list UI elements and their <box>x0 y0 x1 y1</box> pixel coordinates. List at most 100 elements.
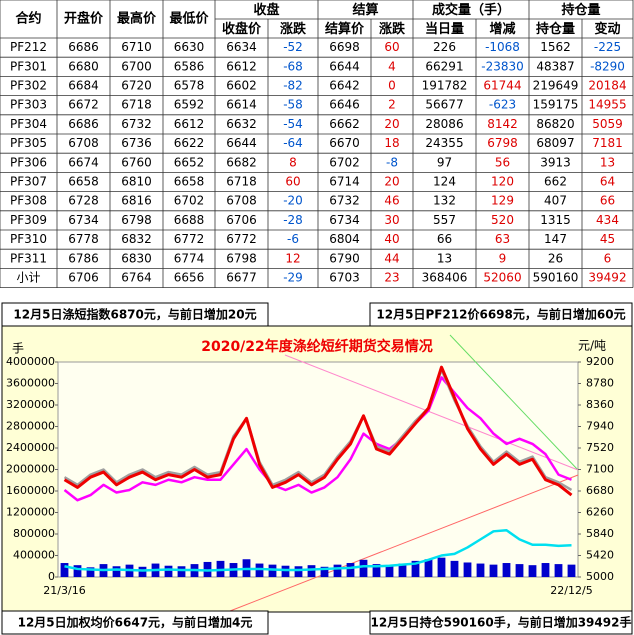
y-tick-label: 800000 <box>13 527 55 540</box>
table-cell: -82 <box>283 79 303 93</box>
y-tick-label: 400000 <box>13 549 55 562</box>
table-cell: -225 <box>594 40 621 54</box>
column-header: 开盘价 <box>64 11 104 27</box>
y2-axis-label: 元/吨 <box>578 339 606 353</box>
note: 12月5日PF212价6698元，与前日增加60元 <box>376 307 625 322</box>
table-cell: 6702 <box>174 194 205 208</box>
table-cell: 6816 <box>121 194 152 208</box>
table-cell: 63 <box>495 232 510 246</box>
trend-line <box>449 334 579 471</box>
table-cell: -6 <box>287 232 299 246</box>
table-cell: 147 <box>544 232 567 246</box>
table-cell: 6764 <box>121 271 152 285</box>
plot-area <box>57 361 579 578</box>
table-cell: 86820 <box>536 117 574 131</box>
note-box <box>1 610 269 635</box>
y2-tick-label: 7940 <box>586 420 614 433</box>
y2-tick-label: 5840 <box>586 527 614 540</box>
table-cell: 6772 <box>226 232 257 246</box>
note-box <box>369 610 633 635</box>
y2-tick-label: 9200 <box>586 355 614 368</box>
bar <box>567 564 576 577</box>
table-cell: 6710 <box>121 40 152 54</box>
table-cell: 124 <box>433 175 456 189</box>
table-cell: 6718 <box>226 175 257 189</box>
y2-tick-label: 8360 <box>586 398 614 411</box>
table-cell: 6684 <box>68 79 99 93</box>
table-cell: -64 <box>283 136 303 150</box>
column-header: 持仓量 <box>561 2 600 18</box>
bar <box>450 560 459 577</box>
table-cell: 52060 <box>483 271 521 285</box>
y-tick-label: 0 <box>48 570 55 583</box>
bar <box>333 564 342 577</box>
table-cell: 66291 <box>425 59 463 73</box>
table-cell: PF302 <box>10 79 47 93</box>
bar <box>398 563 407 577</box>
line <box>63 376 572 502</box>
table-cell: 0 <box>388 79 396 93</box>
table-cell: 6662 <box>329 117 360 131</box>
y2-tick-label: 6260 <box>586 506 614 519</box>
table-cell: 44 <box>384 251 399 265</box>
table-cell: 6798 <box>121 213 152 227</box>
table-cell: 6772 <box>174 232 205 246</box>
table-cell: 6706 <box>68 271 99 285</box>
table-cell: -623 <box>489 98 516 112</box>
table-cell: 6804 <box>329 232 360 246</box>
table-cell: 6760 <box>121 155 152 169</box>
table-cell: 6732 <box>121 117 152 131</box>
table-cell: PF307 <box>10 175 47 189</box>
table-cell: 6703 <box>329 271 360 285</box>
bar <box>541 563 550 577</box>
table-cell: 48387 <box>536 59 574 73</box>
bar <box>424 559 433 577</box>
table-cell: 6702 <box>329 155 360 169</box>
bar <box>489 564 498 577</box>
table-cell: 13 <box>437 251 452 265</box>
table-cell: 97 <box>437 155 452 169</box>
table-cell: 6658 <box>174 175 205 189</box>
bar <box>346 563 355 577</box>
table-cell: 6592 <box>174 98 205 112</box>
table-cell: 6622 <box>174 136 205 150</box>
y-tick-label: 3600000 <box>6 377 55 390</box>
table-cell: 28086 <box>425 117 463 131</box>
table-cell: 6686 <box>68 40 99 54</box>
table-cell: PF301 <box>10 59 47 73</box>
note: 12月5日持仓590160手，与前日增加39492手 <box>371 615 632 630</box>
table-cell: 6732 <box>329 194 360 208</box>
table-cell: 6810 <box>121 175 152 189</box>
table-cell: 6630 <box>174 40 205 54</box>
table-cell: 1315 <box>540 213 571 227</box>
y-tick-label: 1600000 <box>6 484 55 497</box>
table-cell: 7181 <box>592 136 623 150</box>
table-cell: 6734 <box>329 213 360 227</box>
bar <box>307 565 316 577</box>
table-cell: 6652 <box>174 155 205 169</box>
table-cell: PF306 <box>10 155 47 169</box>
column-header: 成交量（手） <box>432 2 510 18</box>
table-cell: 6700 <box>121 59 152 73</box>
table-cell: 66 <box>437 232 452 246</box>
y-axis-label: 手 <box>12 342 24 356</box>
table-cell: 6644 <box>226 136 257 150</box>
table-cell: -20 <box>283 194 303 208</box>
table-cell: 226 <box>433 40 456 54</box>
table-cell: 6774 <box>174 251 205 265</box>
table-cell: 6642 <box>329 79 360 93</box>
table-cell: 6680 <box>68 59 99 73</box>
table-cell: -68 <box>283 59 303 73</box>
bar <box>281 565 290 577</box>
trend-line <box>229 474 579 612</box>
bar <box>476 563 485 577</box>
table-cell: 191782 <box>422 79 468 93</box>
table-cell: 6786 <box>68 251 99 265</box>
table-cell: 60 <box>285 175 300 189</box>
table-cell: -28 <box>283 213 303 227</box>
y2-tick-label: 6680 <box>586 484 614 497</box>
table-cell: 6602 <box>226 79 257 93</box>
note-box <box>369 302 633 327</box>
chart-title: 2020/22年度涤纶短纤期货交易情况 <box>201 338 433 355</box>
bar <box>502 563 511 577</box>
